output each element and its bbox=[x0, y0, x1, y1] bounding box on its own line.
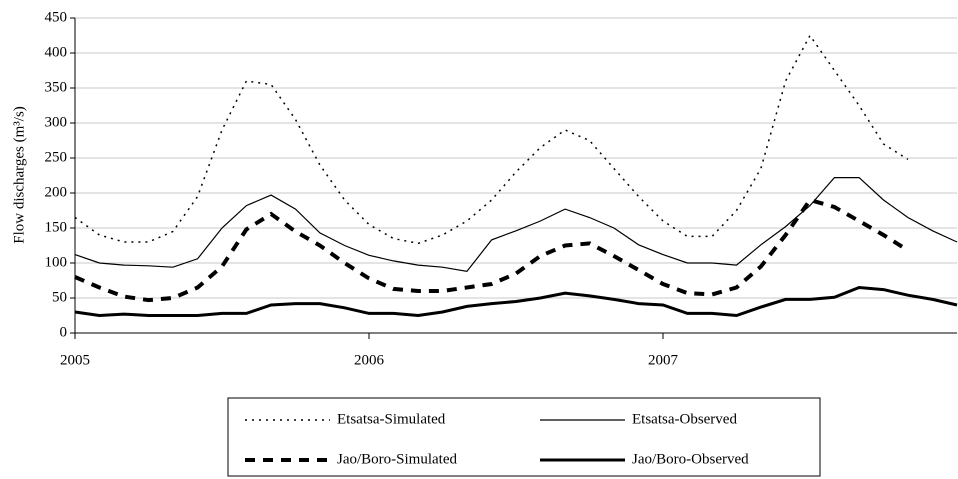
y-tick-label: 400 bbox=[45, 44, 68, 60]
series-line bbox=[74, 34, 909, 245]
legend-label: Jao/Boro-Observed bbox=[632, 451, 749, 467]
y-tick-label: 300 bbox=[45, 114, 68, 130]
legend-box bbox=[227, 397, 821, 477]
y-axis-title: Flow discharges (m³/s) bbox=[11, 106, 27, 244]
legend-label: Jao/Boro-Simulated bbox=[337, 451, 457, 467]
y-tick-label: 200 bbox=[45, 184, 68, 200]
y-tick-label: 50 bbox=[52, 289, 67, 305]
y-tick-label: 150 bbox=[45, 219, 68, 235]
y-tick-label: 450 bbox=[45, 9, 68, 25]
y-tick-label: 250 bbox=[45, 149, 68, 165]
legend-label: Etsatsa-Observed bbox=[632, 411, 737, 427]
y-tick-label: 100 bbox=[45, 254, 68, 270]
x-tick-label: 2006 bbox=[354, 352, 385, 368]
x-tick-label: 2005 bbox=[60, 352, 90, 368]
series-line bbox=[74, 177, 958, 273]
y-tick-label: 0 bbox=[60, 324, 68, 340]
series-line bbox=[74, 197, 909, 303]
y-tick-label: 350 bbox=[45, 79, 68, 95]
legend-label: Etsatsa-Simulated bbox=[337, 411, 446, 427]
x-tick-label: 2007 bbox=[648, 352, 679, 368]
series-line bbox=[74, 285, 958, 318]
